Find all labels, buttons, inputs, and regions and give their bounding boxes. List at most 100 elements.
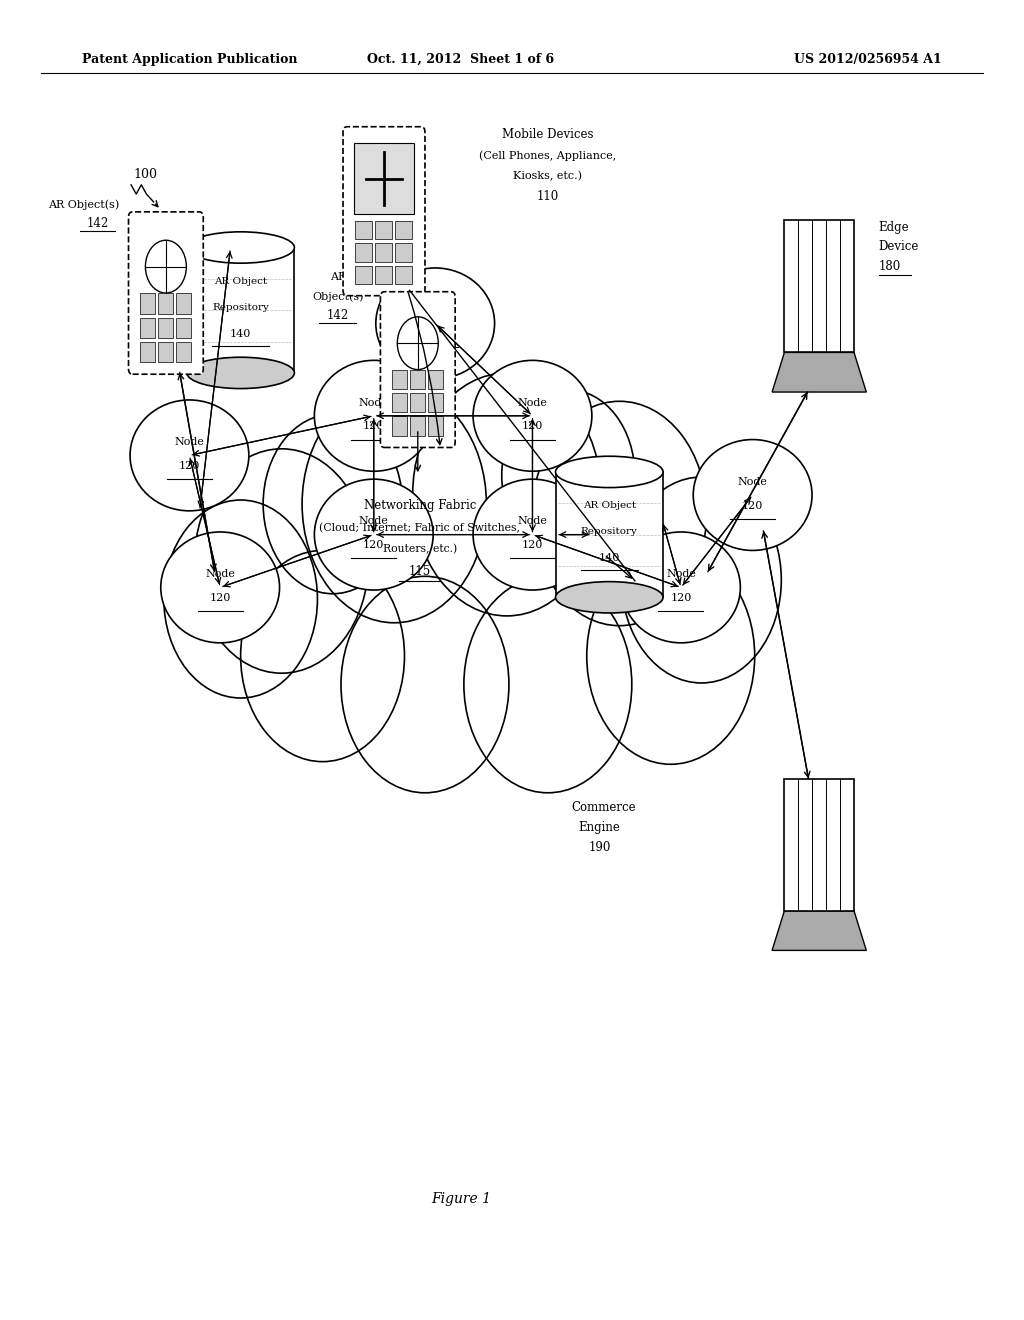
- Text: Figure 1: Figure 1: [431, 1192, 490, 1205]
- FancyBboxPatch shape: [129, 211, 203, 375]
- Ellipse shape: [186, 232, 295, 263]
- Text: Node: Node: [517, 516, 548, 527]
- Ellipse shape: [693, 440, 812, 550]
- Text: Edge: Edge: [879, 220, 909, 234]
- Circle shape: [343, 482, 589, 799]
- Bar: [395, 265, 412, 284]
- Text: (Cell Phones, Appliance,: (Cell Phones, Appliance,: [479, 150, 616, 161]
- Text: (Cloud; Internet; Fabric of Switches,: (Cloud; Internet; Fabric of Switches,: [319, 523, 520, 533]
- Ellipse shape: [473, 479, 592, 590]
- Bar: [784, 779, 854, 911]
- Circle shape: [532, 401, 707, 626]
- Ellipse shape: [622, 532, 740, 643]
- Circle shape: [302, 385, 486, 623]
- Text: Node: Node: [358, 516, 389, 527]
- Bar: [158, 293, 173, 314]
- Text: Object(s): Object(s): [312, 292, 364, 302]
- FancyBboxPatch shape: [380, 292, 455, 447]
- Text: Patent Application Publication: Patent Application Publication: [82, 53, 297, 66]
- Bar: [139, 342, 155, 362]
- Ellipse shape: [376, 268, 495, 379]
- Ellipse shape: [161, 532, 280, 643]
- Bar: [355, 222, 372, 239]
- Bar: [355, 265, 372, 284]
- Text: Networking Fabric: Networking Fabric: [364, 499, 476, 512]
- Bar: [139, 318, 155, 338]
- Text: Repository: Repository: [212, 304, 269, 312]
- Circle shape: [341, 577, 509, 793]
- Bar: [391, 393, 407, 412]
- Bar: [391, 370, 407, 389]
- Circle shape: [502, 389, 635, 561]
- Text: 120: 120: [179, 461, 200, 471]
- Circle shape: [282, 323, 650, 799]
- Text: 120: 120: [425, 329, 445, 339]
- Ellipse shape: [555, 582, 664, 612]
- Bar: [158, 318, 173, 338]
- Bar: [784, 220, 854, 352]
- Text: 140: 140: [230, 329, 251, 339]
- Text: Device: Device: [879, 240, 919, 253]
- Bar: [395, 243, 412, 261]
- Bar: [375, 222, 392, 239]
- Text: 140: 140: [599, 553, 620, 564]
- Circle shape: [397, 317, 438, 370]
- Circle shape: [263, 414, 402, 594]
- Text: 142: 142: [327, 309, 349, 322]
- Text: AR Object(s): AR Object(s): [48, 199, 120, 210]
- Bar: [158, 342, 173, 362]
- Text: Repository: Repository: [581, 528, 638, 536]
- Polygon shape: [772, 911, 866, 950]
- Text: Commerce: Commerce: [571, 801, 636, 814]
- Bar: [354, 143, 414, 214]
- Ellipse shape: [314, 479, 433, 590]
- Text: 120: 120: [364, 540, 384, 550]
- Bar: [375, 243, 392, 261]
- Text: 115: 115: [409, 565, 431, 578]
- Text: 100: 100: [133, 168, 157, 181]
- Text: Routers, etc.): Routers, etc.): [383, 544, 457, 554]
- Bar: [410, 370, 425, 389]
- Text: 180: 180: [879, 260, 901, 273]
- Circle shape: [210, 469, 394, 706]
- Text: 120: 120: [522, 421, 543, 432]
- Ellipse shape: [555, 457, 664, 487]
- Circle shape: [241, 550, 404, 762]
- Text: Node: Node: [174, 437, 205, 447]
- Circle shape: [413, 374, 601, 616]
- Circle shape: [622, 477, 781, 682]
- Bar: [176, 342, 190, 362]
- Text: AR Object: AR Object: [214, 277, 267, 285]
- Text: Oct. 11, 2012  Sheet 1 of 6: Oct. 11, 2012 Sheet 1 of 6: [368, 53, 554, 66]
- Circle shape: [164, 500, 317, 698]
- Text: Kiosks, etc.): Kiosks, etc.): [513, 170, 583, 181]
- Text: 120: 120: [522, 540, 543, 550]
- Ellipse shape: [314, 360, 433, 471]
- Text: 130: 130: [209, 263, 231, 276]
- Bar: [410, 416, 425, 436]
- Circle shape: [364, 376, 568, 640]
- Text: US 2012/0256954 A1: US 2012/0256954 A1: [795, 53, 942, 66]
- Text: 142: 142: [86, 216, 109, 230]
- Text: 120: 120: [671, 593, 691, 603]
- Circle shape: [466, 429, 671, 693]
- Bar: [176, 318, 190, 338]
- Bar: [391, 416, 407, 436]
- Text: Node: Node: [420, 305, 451, 315]
- FancyBboxPatch shape: [555, 473, 664, 597]
- FancyBboxPatch shape: [343, 127, 425, 296]
- Circle shape: [145, 240, 186, 293]
- Bar: [375, 265, 392, 284]
- Text: Sensor(s): Sensor(s): [194, 246, 247, 256]
- Text: Mobile Devices: Mobile Devices: [502, 128, 594, 141]
- Text: 120: 120: [364, 421, 384, 432]
- Text: 120: 120: [210, 593, 230, 603]
- Text: Node: Node: [358, 397, 389, 408]
- Circle shape: [538, 469, 722, 706]
- Bar: [428, 370, 442, 389]
- Text: Engine: Engine: [579, 821, 621, 834]
- Ellipse shape: [130, 400, 249, 511]
- FancyBboxPatch shape: [186, 248, 295, 372]
- Bar: [410, 393, 425, 412]
- Ellipse shape: [473, 360, 592, 471]
